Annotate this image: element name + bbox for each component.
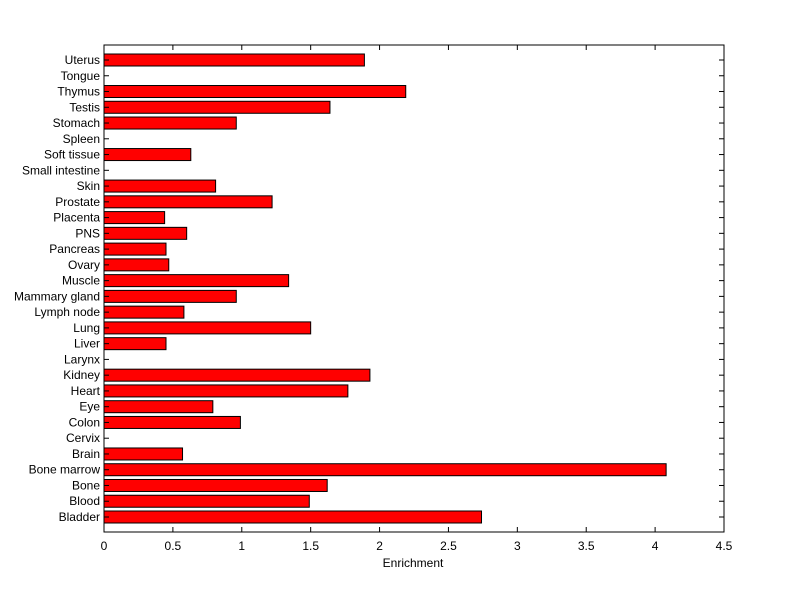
x-tick-label: 3 (514, 539, 521, 553)
y-tick-label: Heart (71, 384, 101, 398)
y-tick-label: Bladder (59, 510, 100, 524)
y-tick-label: Blood (69, 494, 100, 508)
y-tick-label: Testis (69, 100, 100, 114)
y-tick-label: Cervix (66, 431, 100, 445)
y-tick-label: Bone marrow (29, 463, 101, 477)
y-tick-label: Lung (73, 321, 100, 335)
y-tick-label: Skin (77, 179, 100, 193)
y-tick-label: Small intestine (22, 163, 100, 177)
bar-bone (103, 478, 328, 492)
bar-heart (103, 384, 349, 398)
y-tick-label: Thymus (57, 85, 100, 99)
bar-blood (103, 494, 310, 508)
y-tick-label: Pancreas (49, 242, 100, 256)
y-tick-label: Soft tissue (44, 148, 100, 162)
y-tick-label: Eye (79, 400, 100, 414)
y-tick-label: Stomach (53, 116, 100, 130)
bar-lung (103, 321, 312, 335)
y-tick-label: Spleen (63, 132, 100, 146)
x-tick-label: 4 (652, 539, 659, 553)
bar-lymph-node (103, 305, 185, 319)
y-tick-label: Muscle (62, 274, 100, 288)
bar-liver (103, 337, 167, 351)
bar-bladder (103, 510, 483, 524)
bar-testis (103, 100, 331, 114)
bar-pns (103, 226, 188, 240)
y-tick-label: Larynx (64, 352, 100, 366)
y-tick-label: PNS (75, 226, 100, 240)
y-tick-label: Tongue (61, 69, 101, 83)
bar-muscle (103, 274, 290, 288)
axes-box (103, 44, 725, 533)
x-tick-label: 4.5 (716, 539, 733, 553)
x-tick-label: 0 (101, 539, 108, 553)
bar-mammary-gland (103, 289, 237, 303)
y-tick-marks (104, 59, 724, 518)
bar-stomach (103, 116, 237, 130)
bar-bone-marrow (103, 463, 667, 477)
bar-thymus (103, 85, 407, 99)
y-tick-label: Placenta (53, 211, 100, 225)
bar-skin (103, 179, 217, 193)
x-tick-label: 2.5 (440, 539, 457, 553)
y-tick-label: Brain (72, 447, 100, 461)
y-tick-label: Colon (69, 415, 100, 429)
y-tick-label: Uterus (65, 53, 100, 67)
bar-prostate (103, 195, 273, 209)
x-tick-labels: 0 0.5 1 1.5 2 2.5 3 3.5 4 4.5 (101, 539, 733, 553)
x-tick-label: 0.5 (165, 539, 182, 553)
bar-eye (103, 400, 214, 414)
bar-uterus (103, 53, 365, 67)
bar-placenta (103, 211, 166, 225)
bar-colon (103, 415, 241, 429)
x-axis-label: Enrichment (383, 556, 444, 570)
bar-soft-tissue (103, 148, 192, 162)
y-tick-label: Kidney (63, 368, 100, 382)
y-tick-label: Ovary (68, 258, 100, 272)
y-tick-label: Prostate (55, 195, 100, 209)
bar-ovary (103, 258, 170, 272)
x-tick-label: 2 (376, 539, 383, 553)
bar-brain (103, 447, 184, 461)
y-tick-label: Liver (74, 337, 100, 351)
x-tick-label: 1.5 (302, 539, 319, 553)
y-tick-label: Mammary gland (14, 289, 100, 303)
x-tick-label: 3.5 (578, 539, 595, 553)
y-tick-label: Lymph node (34, 305, 100, 319)
x-tick-label: 1 (238, 539, 245, 553)
y-tick-label: Bone (72, 478, 100, 492)
bar-pancreas (103, 242, 167, 256)
bar-kidney (103, 368, 371, 382)
